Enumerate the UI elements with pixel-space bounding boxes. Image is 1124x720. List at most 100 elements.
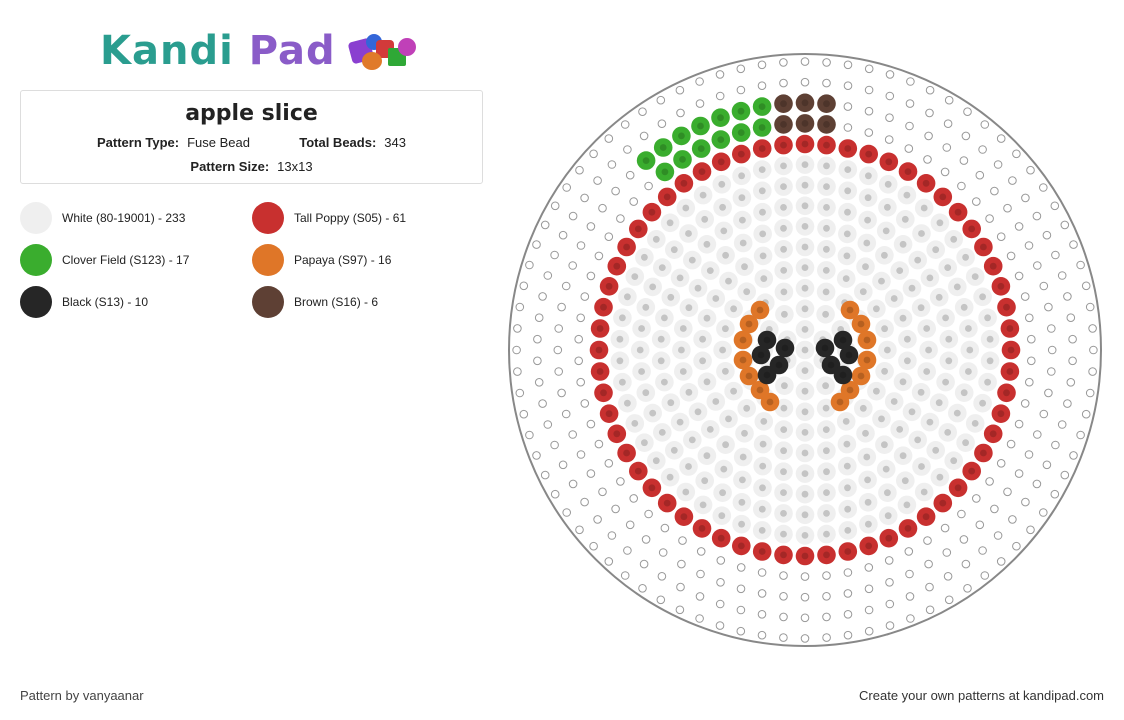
empty-peg [1044,302,1053,312]
kandipad-promo-link[interactable]: Create your own patterns at kandipad.com [859,688,1104,703]
bead [697,446,717,466]
logo-word-pad: Pad [248,28,336,74]
bead [859,536,878,556]
bead [753,202,772,222]
bead-hole [922,179,930,187]
empty-peg [1051,440,1060,450]
bead-hole [780,121,787,128]
kandipad-logo[interactable]: Kandi Pad [100,26,426,76]
bead [774,504,793,523]
bead [610,351,630,371]
bead-hole [756,306,764,314]
bead [655,308,674,328]
bead [665,441,684,460]
bead-pegboard[interactable] [505,50,1105,650]
bead [933,187,953,207]
bead [701,261,720,280]
bead-hole [801,181,809,189]
bead-hole [881,367,888,375]
bead [774,156,793,176]
bead-hole [634,225,642,233]
bead [711,130,731,149]
legend-label: Clover Field (S123) - 17 [62,253,190,267]
bead [959,362,978,381]
bead-hole [780,100,787,108]
bead [939,329,959,349]
empty-peg [864,626,874,636]
bead-hole [758,103,766,110]
bead [716,435,735,455]
bead-hole [624,293,631,301]
empty-peg [1014,469,1024,478]
bead-hole [864,476,871,484]
empty-peg [641,535,651,544]
empty-peg [534,378,544,387]
bead-hole [844,548,852,555]
bead [693,329,712,349]
bead [642,202,662,222]
bead-hole [823,468,830,476]
bead [890,420,909,439]
bead [713,340,732,360]
bead [896,471,915,491]
bead [859,514,878,534]
empty-peg [616,477,625,486]
bead [613,308,632,328]
legend-label: White (80-19001) - 233 [62,211,186,225]
bead-hole [882,465,890,473]
pattern-type-value: Fuse Bead [187,135,250,150]
empty-peg [1020,399,1030,408]
empty-peg [1081,409,1091,419]
empty-peg [629,197,638,206]
pattern-meta-row-1: Pattern Type: Fuse Bead Total Beads: 343 [21,135,482,150]
bead-hole [846,306,854,314]
bead-hole [758,548,766,555]
empty-peg [978,145,987,154]
bead [752,118,772,137]
bead-hole [968,467,976,475]
bead-hole [760,275,768,282]
bead [731,101,751,121]
bead [965,414,985,433]
bead-hole [701,215,709,223]
bead [751,345,771,365]
bead [733,350,753,370]
bead-hole [652,457,660,465]
bead-hole [801,346,809,354]
bead [893,372,913,392]
bead-hole [717,158,725,166]
bead-hole [738,172,745,180]
bead-hole [984,314,991,322]
empty-peg [695,614,704,623]
pattern-credit[interactable]: Pattern by vanyaanar [20,688,144,703]
bead-hole [738,520,745,528]
empty-peg [604,557,614,566]
empty-peg [975,520,985,530]
bead [732,188,752,207]
empty-peg [1006,439,1016,449]
bead [929,393,949,413]
bead-hole [679,156,686,163]
bead [817,504,836,523]
empty-peg [586,469,596,478]
empty-peg [574,356,583,366]
empty-peg [580,292,590,301]
bead [838,478,857,498]
bead-hole [703,240,711,248]
bead [962,219,981,239]
bead-hole [903,501,911,509]
empty-peg [1085,302,1095,312]
empty-peg [980,571,990,580]
empty-peg [576,313,585,323]
empty-peg [576,450,586,459]
bead [607,256,627,276]
empty-peg [905,569,914,579]
bead [912,457,931,476]
empty-peg [978,546,987,555]
bead-hole [685,388,693,396]
empty-peg [736,584,746,594]
bead [867,299,886,319]
empty-peg [557,388,566,398]
bead [817,115,836,134]
bead-hole [823,100,830,108]
